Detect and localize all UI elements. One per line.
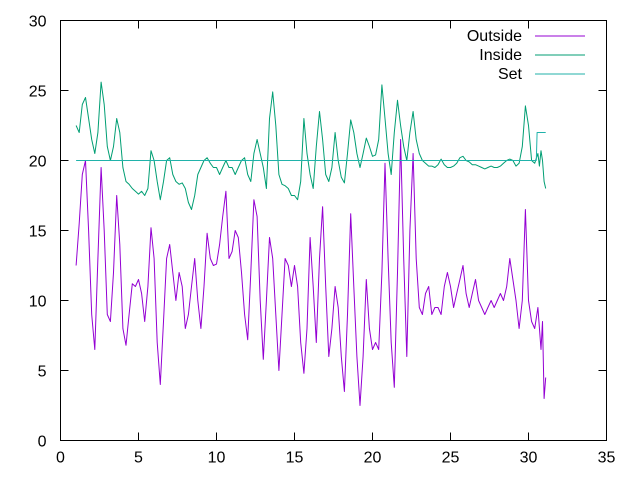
legend-label-set: Set — [498, 66, 523, 83]
legend-label-outside: Outside — [467, 28, 522, 45]
x-tick-label: 30 — [520, 450, 538, 467]
series-layer — [75, 81, 547, 406]
x-tick-label: 25 — [442, 450, 460, 467]
series-line-inside — [75, 81, 547, 210]
x-tick-label: 35 — [598, 450, 616, 467]
x-tick-label: 10 — [208, 450, 226, 467]
y-tick-label: 25 — [29, 84, 47, 101]
x-tick-label: 0 — [56, 450, 65, 467]
series-line-set — [76, 132, 546, 161]
plot-frame — [60, 20, 607, 441]
y-tick-label: 0 — [38, 434, 47, 451]
y-axis-ticks: 0 5 10 15 20 25 30 — [29, 14, 607, 451]
y-tick-label: 15 — [29, 224, 47, 241]
x-axis-ticks: 0 5 10 15 20 25 30 35 — [56, 20, 616, 467]
x-tick-label: 5 — [134, 450, 143, 467]
y-tick-label: 10 — [29, 294, 47, 311]
legend-label-inside: Inside — [479, 47, 522, 64]
y-tick-label: 30 — [29, 14, 47, 31]
x-tick-label: 20 — [364, 450, 382, 467]
x-tick-label: 15 — [286, 450, 304, 467]
y-tick-label: 5 — [38, 364, 47, 381]
series-line-outside — [75, 139, 547, 406]
legend: Outside Inside Set — [467, 28, 585, 83]
y-tick-label: 20 — [29, 154, 47, 171]
